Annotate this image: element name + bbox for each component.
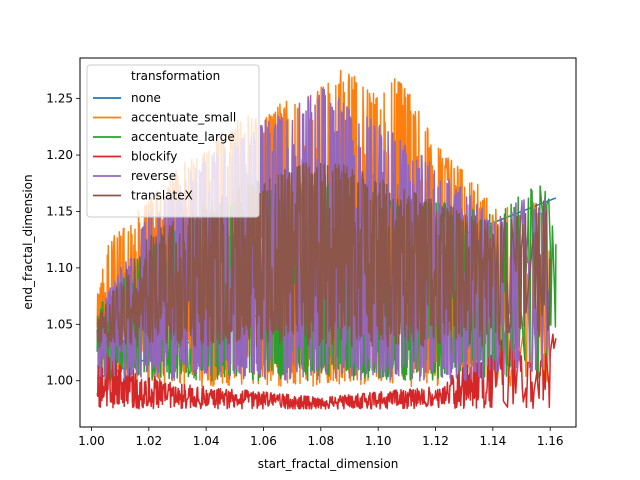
series-line bbox=[96, 333, 557, 410]
legend-label: blockify bbox=[131, 150, 177, 164]
legend: transformation none accentuate_smallaccen… bbox=[86, 64, 260, 218]
legend-title: transformation bbox=[131, 69, 220, 83]
x-tick-label: 1.02 bbox=[135, 434, 162, 448]
series-layer bbox=[96, 69, 557, 410]
x-tick-label: 1.06 bbox=[250, 434, 277, 448]
x-tick-label: 1.12 bbox=[422, 434, 449, 448]
y-tick-label: 1.20 bbox=[46, 148, 73, 162]
x-tick-label: 1.08 bbox=[307, 434, 334, 448]
x-tick-label: 1.04 bbox=[193, 434, 220, 448]
y-tick-label: 1.00 bbox=[46, 374, 73, 388]
legend-label: translateX bbox=[131, 189, 193, 203]
x-tick-label: 1.16 bbox=[537, 434, 564, 448]
y-axis-ticks: 1.00 1.05 1.10 1.15 1.20 1.25 bbox=[46, 92, 80, 388]
legend-label: accentuate_small bbox=[131, 111, 236, 125]
legend-label: accentuate_large bbox=[131, 130, 235, 144]
series-blockify bbox=[96, 333, 557, 410]
x-tick-label: 1.14 bbox=[479, 434, 506, 448]
y-tick-label: 1.05 bbox=[46, 317, 73, 331]
legend-box bbox=[86, 64, 260, 218]
axes-frame bbox=[79, 57, 577, 428]
legend-label: none bbox=[131, 91, 161, 105]
x-tick-label: 1.10 bbox=[365, 434, 392, 448]
y-tick-label: 1.25 bbox=[46, 92, 73, 106]
y-axis-label: end_fractal_dimension bbox=[21, 174, 35, 309]
x-tick-label: 1.00 bbox=[78, 434, 105, 448]
y-tick-label: 1.10 bbox=[46, 261, 73, 275]
series-translateX bbox=[96, 162, 551, 348]
legend-entries: none accentuate_small accentuate_largebloc… bbox=[93, 91, 236, 203]
x-axis-label: start_fractal_dimension bbox=[258, 457, 399, 471]
legend-label: reverse bbox=[131, 169, 176, 183]
series-line bbox=[96, 162, 551, 348]
x-axis-ticks: 1.00 1.02 1.04 1.06 1.08 1.10 1.12 1.14 1.16 bbox=[78, 427, 564, 448]
y-tick-label: 1.15 bbox=[46, 204, 73, 218]
